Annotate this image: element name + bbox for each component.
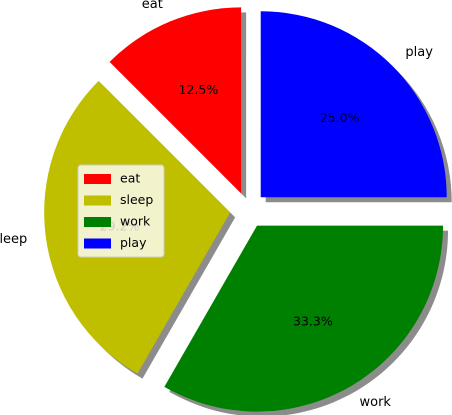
slice-label-eat: eat [142,0,163,12]
legend: eat sleep work play [78,165,164,257]
pct-label-eat: 12.5% [179,82,219,97]
legend-label-sleep: sleep [120,192,153,207]
pct-label-play: 25.0% [320,110,360,125]
slice-label-play: play [405,45,433,60]
legend-swatch-eat [84,174,111,184]
slice-label-sleep: sleep [0,232,27,247]
slice-label-work: work [360,395,392,410]
legend-label-work: work [120,214,151,229]
legend-label-eat: eat [120,171,140,186]
slice-play [261,11,447,197]
legend-swatch-play [84,239,111,249]
pct-label-work: 33.3% [293,314,333,329]
legend-swatch-sleep [84,196,111,206]
legend-label-play: play [120,235,147,250]
legend-swatch-work [84,217,111,227]
